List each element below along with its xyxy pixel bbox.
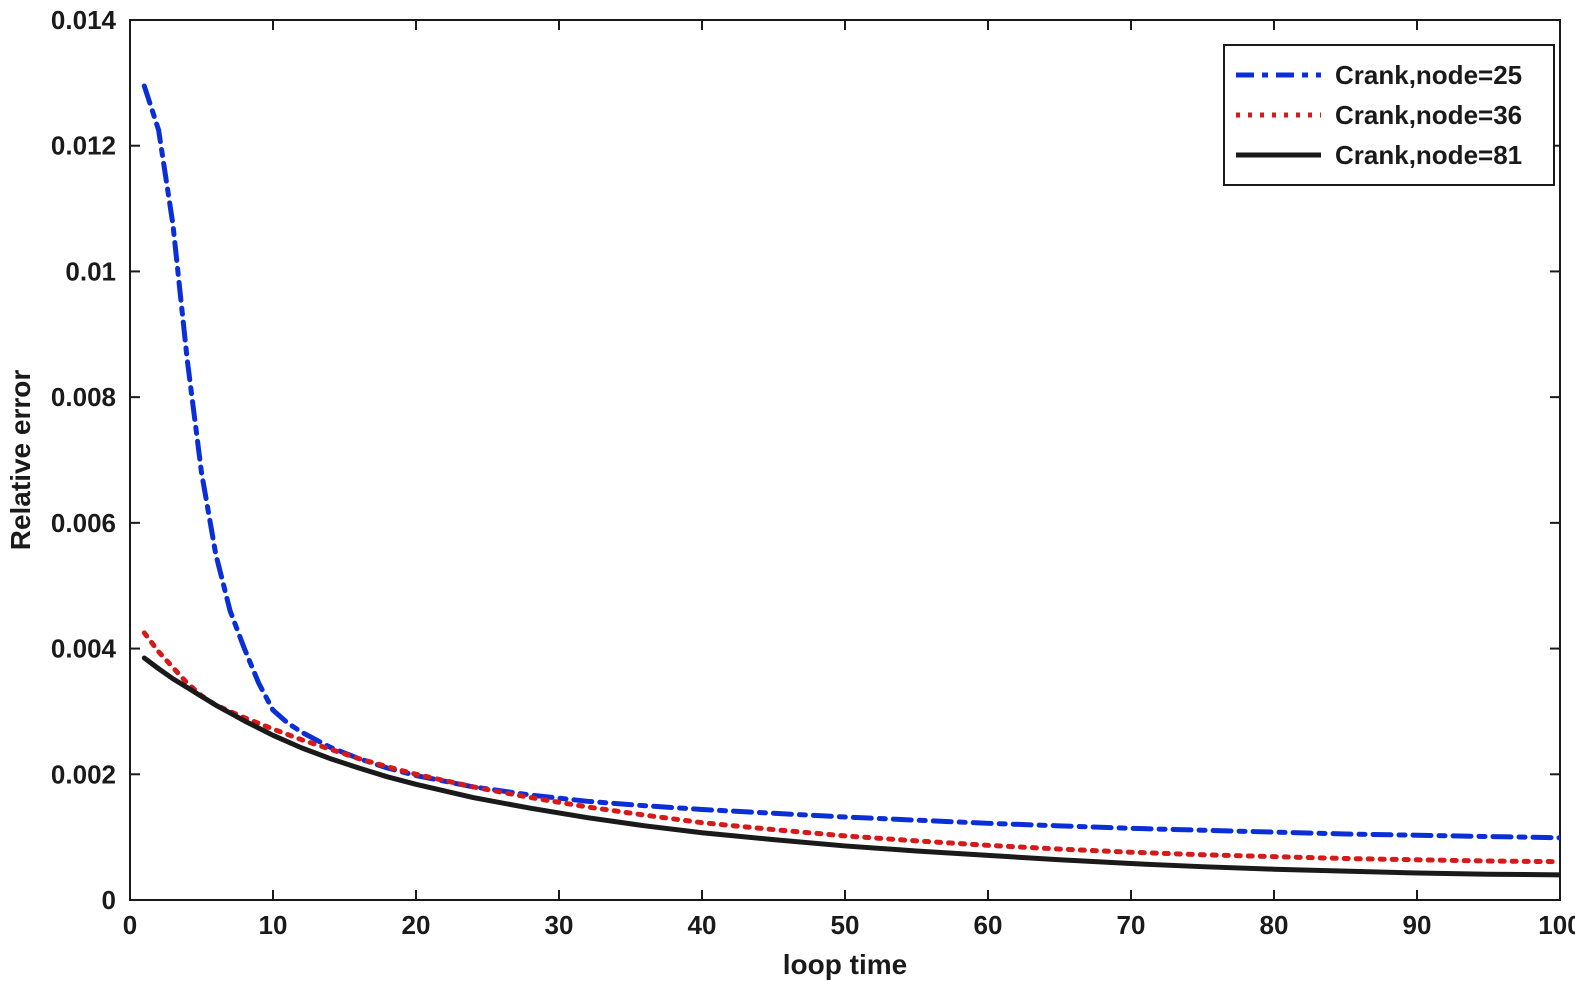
x-tick-label: 10: [259, 910, 288, 940]
x-tick-label: 90: [1403, 910, 1432, 940]
x-tick-label: 60: [974, 910, 1003, 940]
legend: Crank,node=25 Crank,node=36 Crank,node=81: [1224, 45, 1554, 185]
legend-label: Crank,node=81: [1335, 140, 1522, 170]
y-tick-label: 0.014: [51, 5, 117, 35]
chart-svg: 0 10 20 30 40 50 60 70 80 90 100 0 0.002 0.004 0.006 0.…: [0, 0, 1575, 981]
x-axis-label: loop time: [783, 949, 907, 980]
chart-container: 0 10 20 30 40 50 60 70 80 90 100 0 0.002 0.004 0.006 0.…: [0, 0, 1575, 981]
x-tick-label: 100: [1538, 910, 1575, 940]
x-tick-label: 30: [545, 910, 574, 940]
x-tick-label: 0: [123, 910, 137, 940]
y-axis-label: Relative error: [5, 370, 36, 551]
y-tick-label: 0.01: [65, 256, 116, 286]
y-tick-label: 0.006: [51, 508, 116, 538]
y-tick-label: 0.004: [51, 634, 117, 664]
legend-label: Crank,node=25: [1335, 60, 1522, 90]
y-tick-label: 0.002: [51, 759, 116, 789]
x-tick-label: 80: [1260, 910, 1289, 940]
y-tick-label: 0: [102, 885, 116, 915]
y-tick-label: 0.012: [51, 131, 116, 161]
x-tick-label: 20: [402, 910, 431, 940]
y-tick-label: 0.008: [51, 382, 116, 412]
x-tick-label: 50: [831, 910, 860, 940]
x-tick-label: 70: [1117, 910, 1146, 940]
legend-label: Crank,node=36: [1335, 100, 1522, 130]
x-tick-label: 40: [688, 910, 717, 940]
